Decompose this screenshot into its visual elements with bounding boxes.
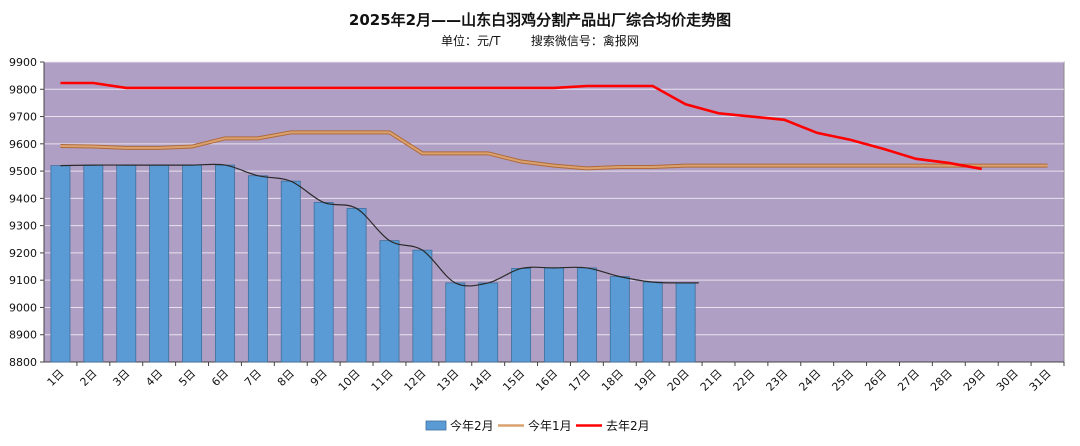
series-line-lastyear-feb <box>60 81 982 171</box>
x-tick-label: 24日 <box>796 367 823 394</box>
x-tick-label: 4日 <box>143 367 165 389</box>
legend-label: 去年2月 <box>606 419 650 433</box>
y-tick-label: 9200 <box>9 247 37 260</box>
x-tick-label: 12日 <box>402 367 429 394</box>
bar <box>445 282 466 363</box>
x-tick-label: 20日 <box>665 367 692 394</box>
bar <box>412 249 433 363</box>
bar <box>511 268 532 363</box>
bar <box>215 164 235 363</box>
y-tick-label: 9300 <box>9 220 37 233</box>
x-tick-label: 21日 <box>698 367 725 394</box>
x-tick-label: 1日 <box>45 367 67 389</box>
y-tick-label: 9000 <box>9 301 37 314</box>
y-tick-label: 9900 <box>9 56 37 69</box>
bar <box>642 281 663 363</box>
x-tick-label: 11日 <box>369 367 396 394</box>
bar-trend-line <box>60 163 699 287</box>
bar <box>149 164 170 363</box>
bar <box>346 208 367 363</box>
x-tick-label: 26日 <box>862 367 889 394</box>
bar <box>544 267 564 363</box>
bar <box>83 164 104 363</box>
x-tick-label: 30日 <box>994 367 1021 394</box>
y-tick-label: 9600 <box>9 138 37 151</box>
x-tick-label: 3日 <box>110 367 132 389</box>
x-tick-label: 8日 <box>275 367 297 389</box>
y-tick-label: 9800 <box>9 83 37 96</box>
bar <box>675 282 696 363</box>
x-tick-label: 7日 <box>242 367 264 389</box>
x-tick-label: 22日 <box>731 367 758 394</box>
y-tick-label: 8900 <box>9 329 37 342</box>
x-tick-label: 10日 <box>336 367 363 394</box>
bar <box>50 165 71 363</box>
x-tick-label: 17日 <box>566 367 593 394</box>
x-tick-label: 28日 <box>928 367 955 394</box>
x-tick-label: 5日 <box>176 367 198 389</box>
legend-swatch-bar <box>425 420 447 431</box>
legend-label: 今年2月 <box>450 418 494 433</box>
series-line-jan <box>60 131 1048 170</box>
x-tick-label: 15日 <box>500 367 527 394</box>
y-tick-label: 9500 <box>9 165 37 178</box>
x-tick-label: 23日 <box>764 367 791 394</box>
bar <box>247 175 268 363</box>
chart-title: 2025年2月——山东白羽鸡分割产品出厂综合均价走势图 <box>348 11 732 29</box>
x-tick-label: 13日 <box>435 367 462 394</box>
y-tick-label: 9100 <box>9 274 37 287</box>
x-tick-label: 25日 <box>829 367 856 394</box>
bar <box>478 282 499 363</box>
bar <box>313 202 334 363</box>
bar <box>609 276 630 363</box>
y-tick-label: 9400 <box>9 192 37 205</box>
bar <box>280 180 301 363</box>
bar <box>379 240 400 363</box>
x-tick-label: 2日 <box>78 367 100 389</box>
y-tick-label: 8800 <box>9 356 37 369</box>
bar <box>116 164 137 363</box>
y-tick-label: 9700 <box>9 111 37 124</box>
x-tick-label: 31日 <box>1027 367 1054 394</box>
x-tick-label: 18日 <box>599 367 626 394</box>
x-tick-label: 9日 <box>308 367 330 389</box>
bar <box>182 164 203 363</box>
x-tick-label: 27日 <box>895 367 922 394</box>
x-tick-label: 29日 <box>961 367 988 394</box>
x-tick-label: 19日 <box>632 367 659 394</box>
legend-label: 今年1月 <box>528 418 572 433</box>
x-tick-label: 16日 <box>533 367 560 394</box>
x-tick-label: 6日 <box>209 367 231 389</box>
chart-subtitle: 单位：元/T 搜索微信号：禽报网 <box>441 34 639 48</box>
x-tick-label: 14日 <box>467 367 494 394</box>
bar <box>576 267 597 363</box>
